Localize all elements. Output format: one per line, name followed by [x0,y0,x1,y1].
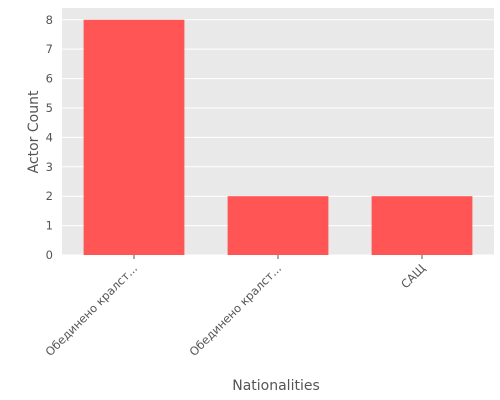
x-axis-title: Nationalities [232,378,320,394]
y-tick-label: 5 [46,101,53,115]
y-tick-label: 2 [46,189,53,203]
y-axis-ticks: 0 1 2 3 4 5 6 7 8 [46,13,53,262]
y-tick-label: 8 [46,13,53,27]
y-tick-label: 7 [46,42,53,56]
bar [227,196,329,255]
x-axis-ticks: Обединено кралст... Обединено кралст... СА… [42,255,428,359]
y-tick-label: 3 [46,160,53,174]
y-tick-label: 1 [46,219,53,233]
y-tick-label: 4 [46,130,53,144]
y-tick-label: 0 [46,248,53,262]
bar [371,196,473,255]
y-axis-title: Actor Count [26,90,42,173]
y-tick-label: 6 [46,72,53,86]
x-tick-label: САЩ [398,261,428,291]
x-tick-label: Обединено кралст... [42,261,140,359]
bars [83,19,473,256]
bar [83,19,185,256]
x-tick-label: Обединено кралст... [186,261,284,359]
